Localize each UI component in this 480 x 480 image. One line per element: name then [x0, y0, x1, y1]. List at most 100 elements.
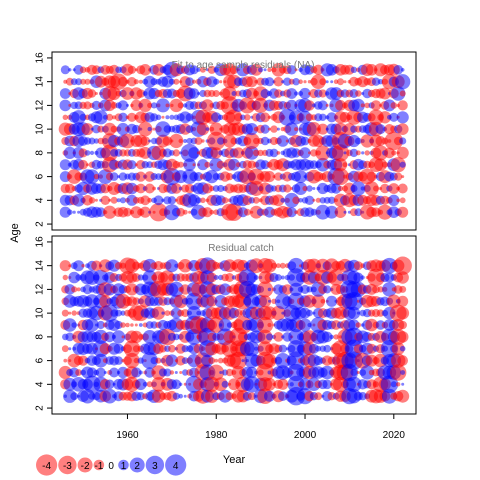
top-residual-bubble [381, 161, 388, 168]
bottom-residual-bubble [151, 306, 166, 320]
bottom-residual-bubble [225, 273, 235, 282]
bottom-residual-bubble [168, 281, 184, 297]
bottom-residual-bubble [360, 275, 365, 280]
top-residual-bubble [302, 185, 308, 192]
top-residual-bubble [349, 148, 359, 158]
top-residual-bubble [218, 114, 224, 121]
top-residual-bubble [380, 183, 390, 194]
top-residual-bubble [384, 147, 395, 159]
legend-bubble [129, 457, 145, 473]
bottom-residual-bubble [353, 272, 364, 283]
top-residual-bubble [100, 183, 111, 194]
bottom-residual-bubble [150, 357, 158, 365]
top-residual-bubble [326, 112, 337, 123]
top-residual-bubble [355, 150, 361, 156]
top-residual-bubble [364, 102, 371, 109]
bottom-residual-bubble [326, 295, 338, 307]
top-residual-bubble [260, 124, 270, 134]
bottom-residual-bubble [278, 344, 287, 353]
bottom-residual-bubble [103, 371, 107, 374]
top-residual-bubble [334, 122, 347, 136]
top-residual-bubble [308, 151, 311, 155]
bottom-residual-bubble [279, 262, 286, 269]
bottom-residual-bubble [333, 334, 339, 340]
top-residual-bubble [333, 158, 348, 172]
bottom-residual-bubble [266, 333, 273, 341]
top-residual-bubble [120, 133, 135, 149]
bottom-residual-bubble [196, 310, 201, 316]
top-residual-bubble [397, 100, 408, 111]
top-residual-bubble [149, 203, 168, 222]
top-residual-bubble [366, 171, 377, 182]
top-residual-bubble [328, 196, 336, 204]
bottom-residual-bubble [399, 285, 407, 293]
bottom-y-tick-label: 12 [35, 283, 46, 295]
top-residual-bubble [232, 147, 244, 159]
bottom-residual-bubble [267, 322, 272, 328]
bottom-residual-bubble [138, 370, 143, 375]
bottom-residual-bubble [198, 327, 217, 346]
bottom-residual-bubble [328, 269, 345, 286]
top-residual-bubble [194, 137, 203, 145]
top-residual-bubble [272, 194, 285, 207]
bottom-residual-bubble [391, 342, 405, 356]
top-residual-bubble [315, 145, 331, 161]
bottom-residual-bubble [112, 330, 126, 344]
bottom-residual-bubble [257, 281, 274, 298]
top-residual-bubble [116, 198, 121, 203]
bottom-residual-bubble [306, 309, 313, 317]
top-residual-bubble [127, 112, 137, 122]
bottom-residual-bubble [218, 318, 232, 332]
bottom-residual-bubble [61, 309, 69, 317]
top-residual-bubble [391, 86, 406, 101]
top-residual-bubble [263, 171, 276, 183]
bottom-residual-bubble [130, 330, 143, 344]
top-residual-bubble [148, 139, 152, 143]
top-residual-bubble [388, 194, 400, 206]
top-residual-bubble [319, 78, 327, 86]
top-residual-bubble [123, 207, 132, 217]
bottom-residual-bubble [397, 355, 409, 366]
top-residual-bubble [110, 125, 118, 133]
bottom-residual-bubble [91, 260, 102, 271]
top-residual-bubble [246, 76, 258, 88]
top-y-tick-label: 2 [35, 221, 46, 227]
top-residual-bubble [165, 103, 170, 108]
bottom-residual-bubble [164, 310, 171, 316]
bottom-residual-bubble [208, 357, 216, 364]
top-residual-bubble [400, 68, 405, 72]
top-residual-bubble [60, 65, 70, 75]
top-residual-bubble [268, 127, 271, 131]
top-residual-bubble [188, 210, 192, 214]
top-residual-bubble [156, 98, 170, 113]
top-residual-bubble [201, 139, 205, 143]
top-residual-bubble [216, 160, 225, 169]
top-residual-bubble [330, 80, 334, 84]
top-residual-bubble [389, 112, 399, 122]
bottom-residual-bubble [372, 285, 380, 294]
bottom-residual-bubble [95, 367, 106, 378]
bottom-y-tick-label: 6 [35, 357, 46, 363]
x-axis: 1960 1980 2000 2020 [116, 414, 405, 441]
bottom-y-tick-label: 10 [35, 307, 46, 319]
top-residual-bubble [63, 146, 76, 159]
top-residual-bubble [89, 150, 95, 155]
top-residual-bubble [168, 78, 175, 85]
top-residual-bubble [222, 86, 237, 101]
top-residual-bubble [59, 206, 71, 218]
bottom-residual-bubble [151, 377, 166, 392]
top-y-tick-label: 8 [35, 150, 46, 156]
top-residual-bubble [395, 74, 411, 90]
top-residual-bubble [202, 207, 213, 218]
top-residual-bubble [276, 151, 281, 155]
top-residual-bubble [217, 184, 225, 193]
top-residual-bubble [337, 185, 344, 192]
top-residual-bubble [253, 137, 260, 145]
bottom-residual-bubble [138, 323, 143, 327]
bottom-residual-bubble [320, 299, 326, 304]
bottom-residual-bubble [163, 368, 172, 377]
bottom-residual-bubble [377, 286, 384, 293]
top-residual-bubble [299, 147, 311, 159]
bottom-y-tick-label: 2 [35, 405, 46, 411]
top-residual-bubble [138, 79, 143, 84]
